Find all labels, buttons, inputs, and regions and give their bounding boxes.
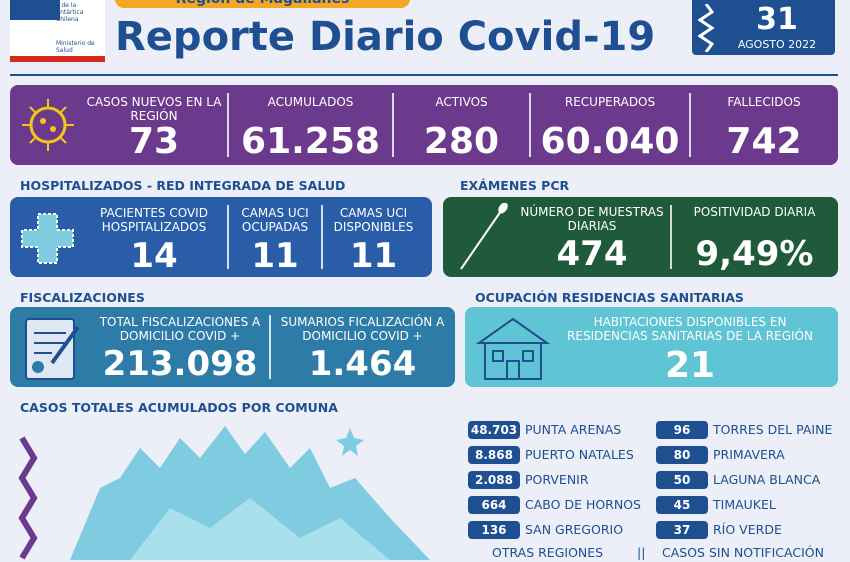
summary-box: CASOS NUEVOS EN LA REGIÓN 73 ACUMULADOS 61.… [10, 85, 838, 165]
flag-white [60, 0, 105, 20]
comuna-name: CABO DE HORNOS [525, 497, 641, 512]
residencias-box: HABITACIONES DISPONIBLES EN RESIDENCIAS … [465, 307, 838, 387]
house-icon [475, 317, 551, 380]
flag-blue [10, 0, 60, 20]
divider [689, 93, 691, 157]
comuna-value: 8.868 [468, 446, 520, 464]
section-heading: OCUPACIÓN RESIDENCIAS SANITARIAS [475, 290, 744, 305]
stat-label: RECUPERADOS [564, 95, 656, 109]
divider [227, 93, 229, 157]
comuna-name: LAGUNA BLANCA [713, 472, 821, 487]
stat-label: ACTIVOS [435, 95, 488, 109]
divider [670, 205, 672, 269]
stat-value: 14 [130, 236, 178, 276]
comuna-name: TORRES DEL PAINE [713, 422, 833, 437]
comuna-footer: CASOS SIN NOTIFICACIÓN [662, 545, 824, 560]
divider [227, 205, 229, 269]
stat-label: PACIENTES COVID HOSPITALIZADOS [100, 206, 208, 234]
stat-value: 9,49% [695, 234, 814, 274]
pcr-box: NÚMERO DE MUESTRAS DIARIAS 474 POSITIVIDAD… [443, 197, 838, 277]
logo: y de la Antártica Chilena Ministerio de … [10, 0, 105, 62]
stat-label: CAMAS UCI OCUPADAS [241, 206, 309, 234]
comuna-value: 48.703 [468, 421, 520, 439]
comuna-name: PUNTA ARENAS [525, 422, 622, 437]
residencias-label: HABITACIONES DISPONIBLES EN RESIDENCIAS … [567, 315, 813, 343]
fiscal-box: TOTAL FISCALIZACIONES A DOMICILIO COVID … [10, 307, 455, 387]
title: Reporte Diario Covid-19 [115, 14, 656, 60]
region-pill: Región de Magallanes [115, 0, 410, 8]
comuna-value: 80 [656, 446, 708, 464]
section-heading: FISCALIZACIONES [20, 290, 145, 305]
comuna-name: PUERTO NATALES [525, 447, 634, 462]
residencias-value: 21 [664, 345, 716, 386]
hospital-box: PACIENTES COVID HOSPITALIZADOS 14 CAMAS UC… [10, 197, 432, 277]
stat-label: ACUMULADOS [267, 95, 354, 109]
comuna-value: 45 [656, 496, 708, 514]
stat-label: NÚMERO DE MUESTRAS DIARIAS [520, 205, 664, 233]
swab-icon [460, 203, 508, 270]
stat-value: 73 [128, 121, 180, 162]
divider [392, 93, 394, 157]
gov-line: y de la Antártica Chilena [56, 2, 84, 23]
comuna-value: 96 [656, 421, 708, 439]
stat-value: 280 [423, 121, 500, 162]
stat-value: 60.040 [540, 121, 680, 162]
comuna-name: PRIMAVERA [713, 447, 785, 462]
comuna-value: 136 [468, 521, 520, 539]
comuna-footer: OTRAS REGIONES [492, 545, 604, 560]
stat-value: 11 [349, 236, 398, 276]
virus-icon [22, 99, 74, 151]
stat-value: 11 [251, 236, 299, 276]
stat-label: FALLECIDOS [727, 95, 801, 109]
stat-label: SUMARIOS FICALIZACIÓN A DOMICILIO COVID … [280, 315, 445, 343]
comuna-value: 664 [468, 496, 520, 514]
stat-label: CAMAS UCI DISPONIBLES [333, 206, 414, 234]
section-heading: EXÁMENES PCR [460, 178, 570, 193]
date-day: 31 [756, 2, 798, 37]
divider [529, 93, 531, 157]
stat-value: 474 [556, 234, 628, 274]
comuna-value: 2.088 [468, 471, 520, 489]
divider [269, 315, 271, 379]
stat-value: 742 [726, 121, 802, 162]
section-heading: CASOS TOTALES ACUMULADOS POR COMUNA [20, 400, 338, 415]
date-zigzag [698, 4, 714, 52]
stat-label: POSITIVIDAD DIARIA [693, 205, 816, 219]
landscape-illustration [18, 426, 430, 560]
ministry: Ministerio de Salud [56, 40, 95, 54]
comuna-value: 37 [656, 521, 708, 539]
comuna-name: PORVENIR [525, 472, 589, 487]
stat-value: 1.464 [308, 344, 417, 384]
stat-label: TOTAL FISCALIZACIONES A DOMICILIO COVID … [99, 315, 261, 343]
comuna-name: TIMAUKEL [713, 497, 776, 512]
stat-label: CASOS NUEVOS EN LA REGIÓN [86, 95, 222, 123]
clipboard-icon [25, 318, 80, 380]
comuna-name: RÍO VERDE [713, 522, 782, 537]
flag-red [10, 56, 105, 62]
stat-value: 61.258 [241, 121, 380, 162]
date-month: AGOSTO 2022 [737, 38, 817, 51]
stat-value: 213.098 [102, 344, 258, 384]
cross-icon [21, 213, 74, 264]
comuna-name: SAN GREGORIO [525, 522, 624, 537]
divider [321, 205, 323, 269]
comuna-value: 50 [656, 471, 708, 489]
date-box: 31 AGOSTO 2022 [692, 0, 835, 55]
section-heading: HOSPITALIZADOS - RED INTEGRADA DE SALUD [20, 178, 346, 193]
header-rule [10, 74, 838, 76]
comuna-footer: || [637, 545, 646, 560]
